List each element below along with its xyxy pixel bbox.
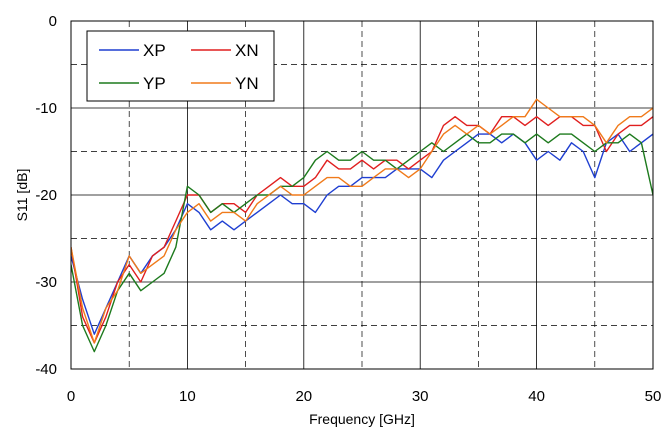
x-tick-label: 40 [528, 388, 545, 405]
x-tick-label: 0 [67, 388, 75, 405]
x-tick-label: 50 [645, 388, 662, 405]
x-tick-label: 10 [179, 388, 196, 405]
series-line-yn [71, 98, 653, 344]
x-tick-label: 30 [412, 388, 429, 405]
y-axis-title: S11 [dB] [14, 169, 30, 222]
y-tick-label: -10 [35, 100, 57, 117]
series-line-yp [71, 133, 653, 353]
legend: XP XN YP YN [86, 30, 275, 102]
series-line-xn [71, 115, 653, 344]
y-tick-label: -40 [35, 361, 57, 378]
legend-label-xp: XP [143, 41, 166, 60]
x-tick-label: 20 [295, 388, 312, 405]
legend-label-yn: YN [235, 74, 259, 93]
y-tick-label: -20 [35, 187, 57, 204]
legend-label-yp: YP [143, 74, 166, 93]
legend-label-xn: XN [235, 41, 259, 60]
y-tick-label: 0 [49, 13, 57, 30]
x-axis-title: Frequency [GHz] [309, 411, 415, 427]
y-tick-label: -30 [35, 274, 57, 291]
legend-box [86, 30, 275, 102]
plot-frame [70, 20, 654, 370]
series-line-xp [71, 133, 653, 335]
series-layer [71, 98, 653, 353]
tick-labels: 0 10 20 30 40 50 0 -10 -20 -30 -40 [35, 13, 661, 405]
